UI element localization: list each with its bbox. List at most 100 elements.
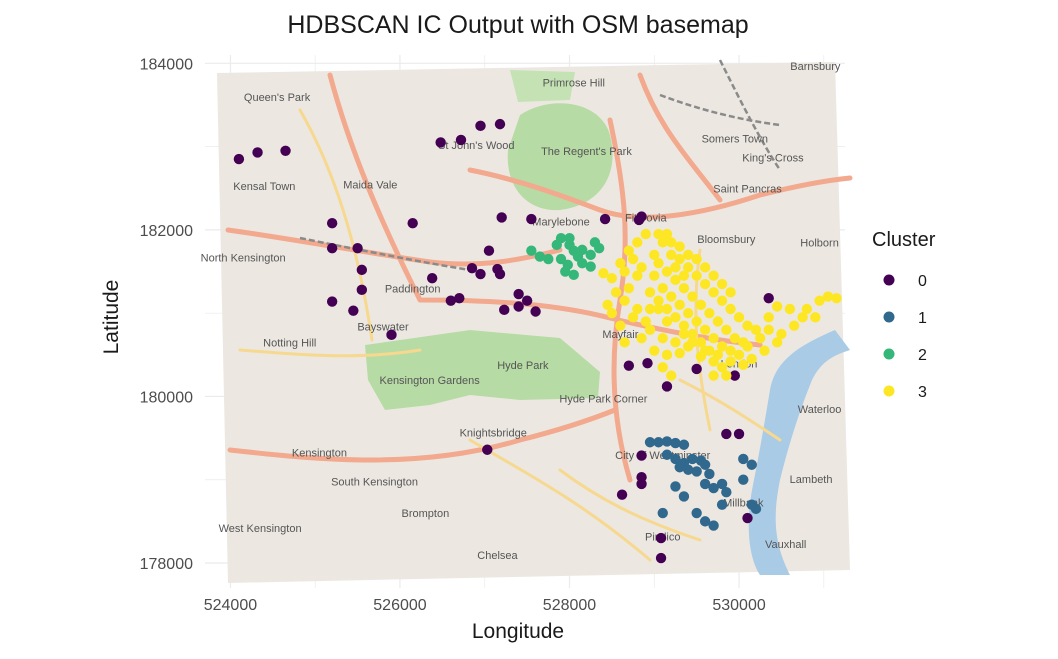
data-point: [496, 212, 507, 223]
basemap-label: Somers Town: [702, 133, 768, 145]
data-point: [499, 304, 510, 316]
data-point: [733, 428, 745, 440]
basemap-river-thames: [748, 330, 850, 575]
data-point: [619, 266, 630, 277]
legend-swatch: [883, 348, 895, 360]
data-point: [691, 253, 702, 265]
data-point: [687, 453, 698, 465]
basemap-label: Brompton: [402, 508, 450, 520]
data-point: [721, 370, 732, 381]
data-point: [746, 353, 757, 365]
data-point: [435, 137, 446, 148]
data-point: [657, 362, 668, 373]
data-point: [445, 295, 457, 306]
x-tick-label: 528000: [543, 597, 596, 614]
data-point: [661, 316, 673, 327]
legend-entry: 1: [883, 310, 927, 327]
data-point: [674, 241, 685, 252]
data-point: [725, 287, 736, 298]
data-point: [716, 295, 728, 306]
data-point: [750, 324, 762, 336]
legend-swatch: [883, 274, 895, 286]
data-point: [678, 320, 690, 331]
data-point: [746, 459, 757, 470]
data-point: [699, 278, 711, 290]
data-point: [674, 299, 685, 311]
data-point: [661, 381, 673, 392]
data-point: [699, 478, 711, 490]
basemap-label: Waterloo: [798, 404, 842, 416]
data-point: [543, 253, 554, 265]
data-point: [831, 292, 842, 304]
data-point: [655, 532, 667, 544]
legend-title: Cluster: [872, 229, 936, 251]
data-point: [682, 262, 694, 273]
data-point: [352, 243, 363, 254]
basemap-minor-roads: [238, 108, 782, 562]
basemap-label: Barnsbury: [790, 61, 841, 73]
basemap-label: St John's Wood: [438, 140, 515, 152]
data-point: [585, 261, 596, 272]
x-tick-label: 526000: [373, 597, 426, 614]
y-axis-label: Latitude: [100, 280, 123, 355]
data-point: [644, 287, 656, 298]
data-point: [632, 303, 643, 315]
data-point: [670, 481, 681, 492]
data-point: [716, 478, 728, 490]
data-point: [482, 444, 493, 455]
data-point: [657, 237, 668, 248]
data-point: [661, 266, 673, 277]
data-point: [661, 228, 673, 240]
data-point: [708, 520, 719, 531]
data-point: [678, 491, 690, 502]
data-point: [526, 245, 537, 256]
basemap-label: West Kensington: [219, 523, 302, 535]
basemap-primrose-hill: [510, 70, 575, 102]
chart-title: HDBSCAN IC Output with OSM basemap: [287, 11, 748, 39]
data-point: [577, 258, 588, 269]
data-point: [682, 249, 694, 261]
data-point: [674, 347, 685, 359]
series-cluster-3: [598, 228, 842, 381]
data-point: [623, 360, 635, 371]
data-point: [653, 295, 664, 306]
data-point: [733, 349, 745, 361]
x-axis-label: Longitude: [472, 620, 564, 643]
data-point: [252, 147, 263, 158]
basemap-hyde-park: [365, 330, 600, 410]
basemap-regents-park: [507, 103, 613, 211]
series-cluster-2: [526, 233, 605, 281]
basemap-label: Queen's Park: [244, 92, 311, 104]
data-point: [716, 341, 728, 352]
data-point: [644, 437, 656, 448]
data-point: [657, 282, 668, 294]
data-point: [326, 218, 338, 229]
series-cluster-0: [233, 118, 774, 564]
data-point: [666, 237, 677, 248]
data-point: [738, 359, 749, 371]
basemap-label: Marylebone: [532, 217, 589, 229]
data-point: [738, 337, 749, 348]
basemap-label: Bayswater: [357, 322, 409, 334]
data-point: [784, 303, 796, 315]
basemap-label: South Kensington: [331, 477, 418, 489]
data-point: [577, 244, 588, 256]
data-point: [513, 301, 524, 312]
data-point: [699, 345, 711, 356]
legend-entry: 2: [883, 347, 927, 364]
data-point: [356, 284, 368, 296]
data-point: [822, 291, 834, 302]
basemap-label: Kensington: [292, 447, 347, 459]
data-point: [678, 439, 690, 450]
data-point: [725, 345, 736, 356]
data-point: [699, 262, 711, 273]
data-point: [801, 303, 813, 315]
data-point: [616, 489, 628, 500]
data-point: [661, 436, 673, 447]
basemap-label: Paddington: [385, 283, 441, 295]
basemap-label: Kensal Town: [233, 181, 295, 193]
data-point: [564, 233, 575, 244]
data-point: [599, 213, 611, 225]
data-point: [661, 449, 673, 460]
